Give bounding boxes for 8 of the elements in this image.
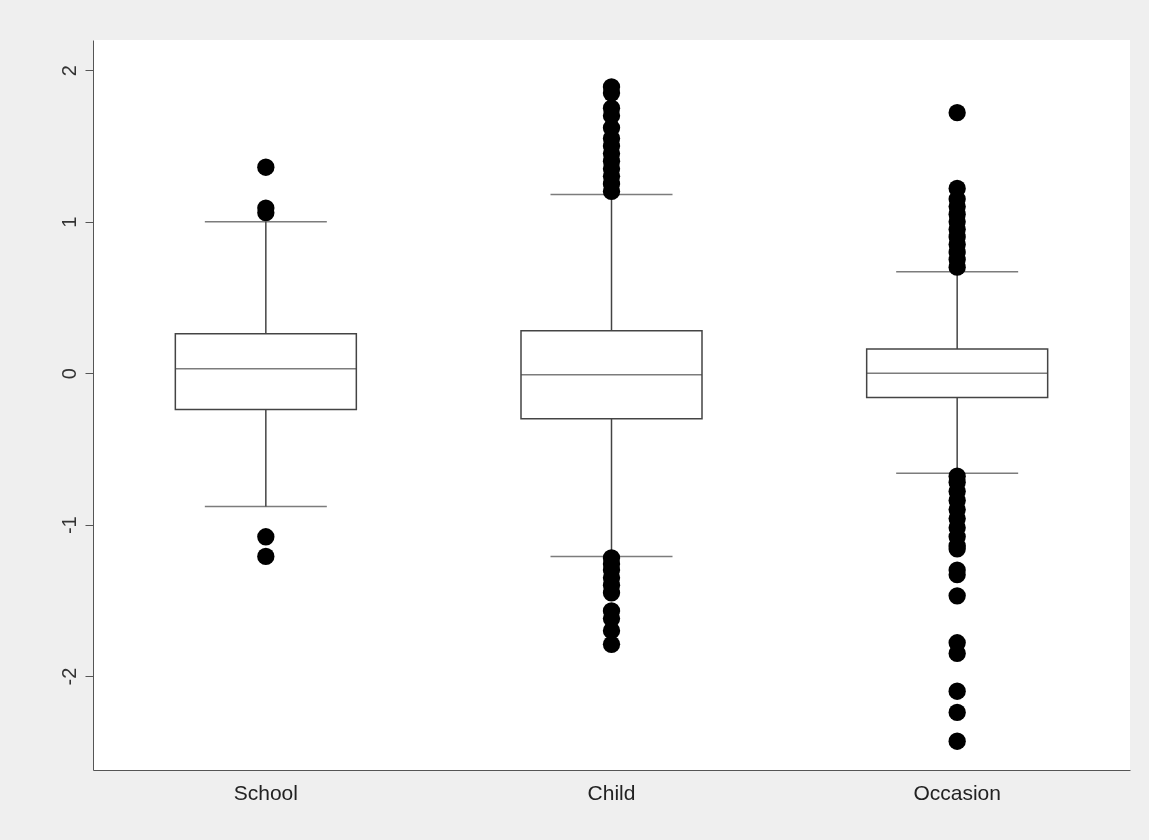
y-tick-label: 2 [57,65,80,77]
y-tick-label: -1 [57,516,80,535]
x-tick-label: Occasion [913,780,1001,804]
x-tick-label: School [233,780,298,804]
y-tick-label: -2 [57,667,80,686]
y-tick-label: 0 [57,368,80,380]
y-tick-label: 1 [57,216,80,228]
x-tick-label: Child [587,780,636,804]
